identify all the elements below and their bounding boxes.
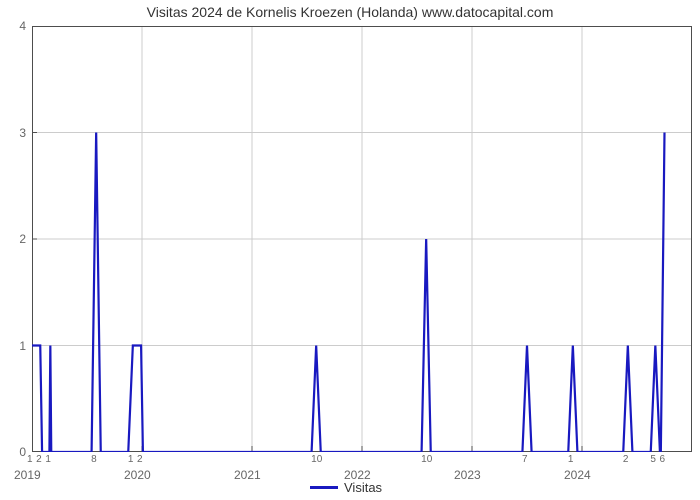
x-tick-major-label: 2024 bbox=[564, 468, 591, 482]
chart-container: Visitas 2024 de Kornelis Kroezen (Holand… bbox=[0, 0, 700, 500]
x-tick-minor-label: 10 bbox=[421, 454, 432, 465]
y-tick-label: 4 bbox=[19, 19, 26, 33]
x-tick-minor-label: 8 bbox=[91, 454, 97, 465]
x-tick-minor-label: 7 bbox=[522, 454, 528, 465]
x-tick-major-label: 2023 bbox=[454, 468, 481, 482]
x-tick-minor-label: 1 bbox=[27, 454, 33, 465]
x-tick-minor-label: 2 bbox=[137, 454, 143, 465]
x-tick-minor-label: 2 bbox=[36, 454, 42, 465]
x-tick-minor-label: 10 bbox=[311, 454, 322, 465]
x-tick-minor-label: 2 bbox=[623, 454, 629, 465]
x-tick-minor-label: 5 bbox=[650, 454, 656, 465]
x-tick-minor-label: 1 bbox=[128, 454, 134, 465]
y-tick-label: 3 bbox=[19, 126, 26, 140]
x-tick-major-label: 2020 bbox=[124, 468, 151, 482]
chart-svg bbox=[32, 26, 692, 452]
x-tick-minor-label: 1 bbox=[568, 454, 574, 465]
x-tick-minor-label: 6 bbox=[660, 454, 666, 465]
y-tick-label: 2 bbox=[19, 232, 26, 246]
legend-label: Visitas bbox=[344, 480, 382, 495]
y-tick-label: 0 bbox=[19, 445, 26, 459]
y-tick-label: 1 bbox=[19, 339, 26, 353]
plot-area bbox=[32, 26, 692, 452]
chart-title: Visitas 2024 de Kornelis Kroezen (Holand… bbox=[0, 4, 700, 20]
legend-swatch bbox=[310, 486, 338, 489]
x-tick-major-label: 2021 bbox=[234, 468, 261, 482]
legend: Visitas bbox=[310, 480, 382, 495]
x-tick-minor-label: 1 bbox=[45, 454, 51, 465]
x-tick-major-label: 2019 bbox=[14, 468, 41, 482]
